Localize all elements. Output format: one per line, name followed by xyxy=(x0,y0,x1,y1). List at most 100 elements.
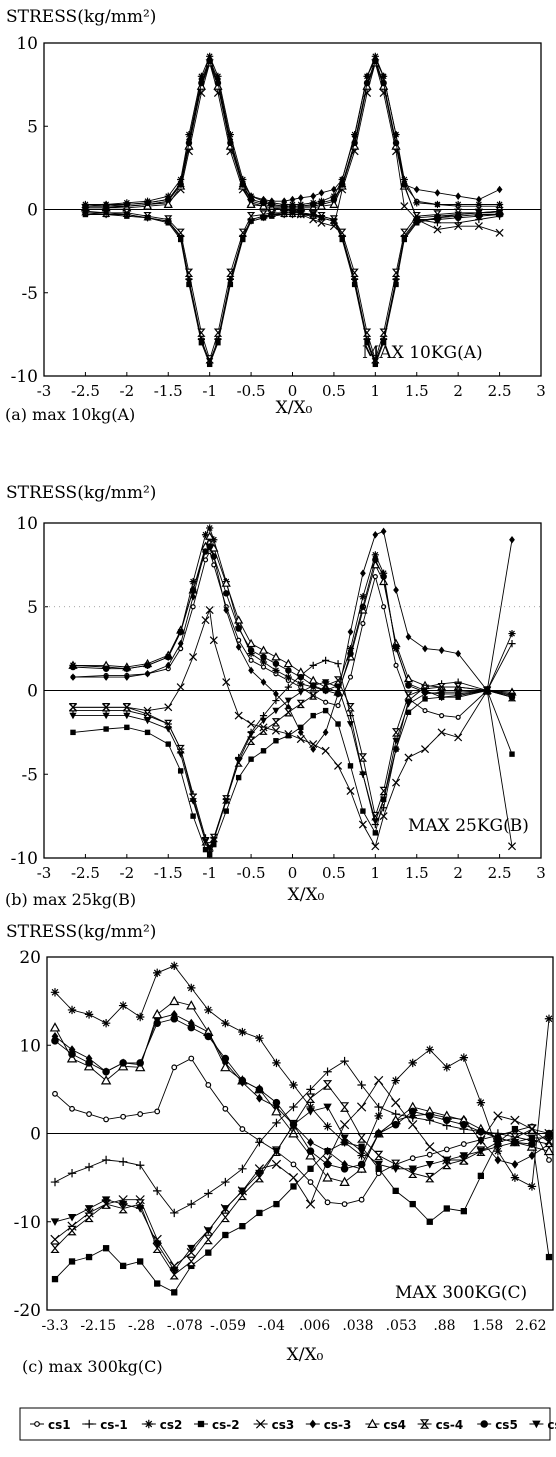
point-cs5 xyxy=(198,79,205,87)
point-cs2 xyxy=(371,551,379,559)
point-cs-2 xyxy=(119,1262,127,1270)
point-cs1 xyxy=(171,1064,178,1071)
point-cs-5 xyxy=(357,1147,366,1156)
point-cs-5 xyxy=(189,798,197,805)
y-tick-label: -10 xyxy=(11,849,38,869)
point-cs-5 xyxy=(380,796,388,803)
point-cs1 xyxy=(260,664,267,670)
point-cs5 xyxy=(189,586,197,594)
point-cs1 xyxy=(323,699,329,705)
point-cs-4 xyxy=(305,1093,316,1103)
point-cs3 xyxy=(50,1234,60,1245)
point-cs-2 xyxy=(256,1209,263,1217)
point-cs4 xyxy=(221,578,231,587)
point-cs-3 xyxy=(170,1009,178,1019)
point-cs5 xyxy=(123,201,131,208)
point-cs-2 xyxy=(51,1275,59,1283)
series-cs-4 xyxy=(68,676,517,851)
point-cs-5 xyxy=(454,211,462,219)
point-cs-2 xyxy=(375,1165,382,1172)
point-cs-1 xyxy=(322,656,330,664)
point-cs5 xyxy=(425,1112,434,1120)
point-cs5 xyxy=(221,1054,230,1063)
point-cs-4 xyxy=(176,228,185,238)
point-cs-3 xyxy=(528,1151,536,1160)
point-cs-3 xyxy=(307,1137,314,1147)
point-cs-3 xyxy=(405,633,412,641)
point-cs-5 xyxy=(433,214,442,222)
point-cs-2 xyxy=(273,738,279,744)
point-cs-2 xyxy=(171,1289,178,1296)
series-cs-3 xyxy=(70,527,515,753)
point-cs1 xyxy=(455,714,461,720)
point-cs-3 xyxy=(477,1136,485,1145)
point-cs5 xyxy=(318,199,325,207)
point-cs5 xyxy=(136,1059,144,1067)
point-cs3 xyxy=(334,761,343,770)
point-cs-3 xyxy=(496,185,503,194)
point-cs1 xyxy=(86,1111,92,1117)
point-cs-3 xyxy=(310,192,317,200)
point-cs-3 xyxy=(70,673,76,681)
point-cs5 xyxy=(235,625,242,632)
x-tick-label: 1.5 xyxy=(405,864,429,882)
point-cs-5 xyxy=(164,218,172,225)
point-cs5 xyxy=(204,1032,213,1041)
point-cs1 xyxy=(409,1155,416,1162)
point-cs3 xyxy=(201,616,210,625)
point-cs5 xyxy=(185,139,193,147)
point-cs-2 xyxy=(409,1200,416,1208)
point-cs2 xyxy=(50,988,60,997)
point-cs2 xyxy=(206,524,214,532)
point-cs-1 xyxy=(340,1056,349,1066)
point-cs-5 xyxy=(380,338,388,345)
point-cs-4 xyxy=(379,786,388,796)
point-cs-5 xyxy=(247,218,255,225)
point-cs5 xyxy=(460,1120,468,1129)
point-cs-5 xyxy=(544,1134,554,1143)
y-tick-label: 20 xyxy=(19,948,41,968)
point-cs-5 xyxy=(185,278,193,285)
point-cs5 xyxy=(272,660,280,667)
point-cs1 xyxy=(205,1082,212,1088)
point-cs-3 xyxy=(318,189,325,197)
y-tick-label: 10 xyxy=(19,1036,41,1056)
point-cs-4 xyxy=(271,718,281,727)
point-cs3 xyxy=(189,652,198,662)
point-cs-5 xyxy=(69,712,77,720)
point-cs-3 xyxy=(360,569,366,578)
series-layer xyxy=(68,524,517,858)
point-cs3 xyxy=(317,218,326,227)
x-tick-label: -.04 xyxy=(258,1318,285,1334)
x-tick-label: -2.15 xyxy=(80,1318,116,1334)
point-cs-3 xyxy=(297,194,304,202)
point-cs4 xyxy=(66,1053,78,1063)
point-cs-2 xyxy=(545,1253,553,1261)
point-cs-5 xyxy=(222,798,230,805)
x-tick-label: 2 xyxy=(453,864,463,882)
point-cs-4 xyxy=(143,709,152,719)
legend-label: cs3 xyxy=(272,1418,295,1432)
legend-marker-cs5 xyxy=(480,1420,488,1428)
point-cs-5 xyxy=(143,214,152,222)
series-line-cs-5 xyxy=(54,1106,549,1272)
point-cs-1 xyxy=(374,1102,383,1112)
point-cs2 xyxy=(391,1076,400,1085)
point-cs-2 xyxy=(211,841,217,848)
point-cs5 xyxy=(69,663,77,671)
point-cs-5 xyxy=(226,278,234,285)
series-line-cs-2 xyxy=(54,1128,550,1293)
point-cs5 xyxy=(380,573,387,580)
legend-label: cs-5 xyxy=(547,1418,556,1432)
point-cs3 xyxy=(495,228,504,237)
point-cs2 xyxy=(493,1146,503,1156)
point-cs1 xyxy=(324,1199,331,1206)
legend-label: cs1 xyxy=(48,1418,71,1432)
point-cs-5 xyxy=(81,209,90,217)
point-cs-4 xyxy=(358,753,368,762)
point-cs-5 xyxy=(50,1218,60,1226)
point-cs2 xyxy=(189,578,197,586)
x-axis-label: X/X₀ xyxy=(276,398,313,418)
point-cs3 xyxy=(205,606,214,615)
